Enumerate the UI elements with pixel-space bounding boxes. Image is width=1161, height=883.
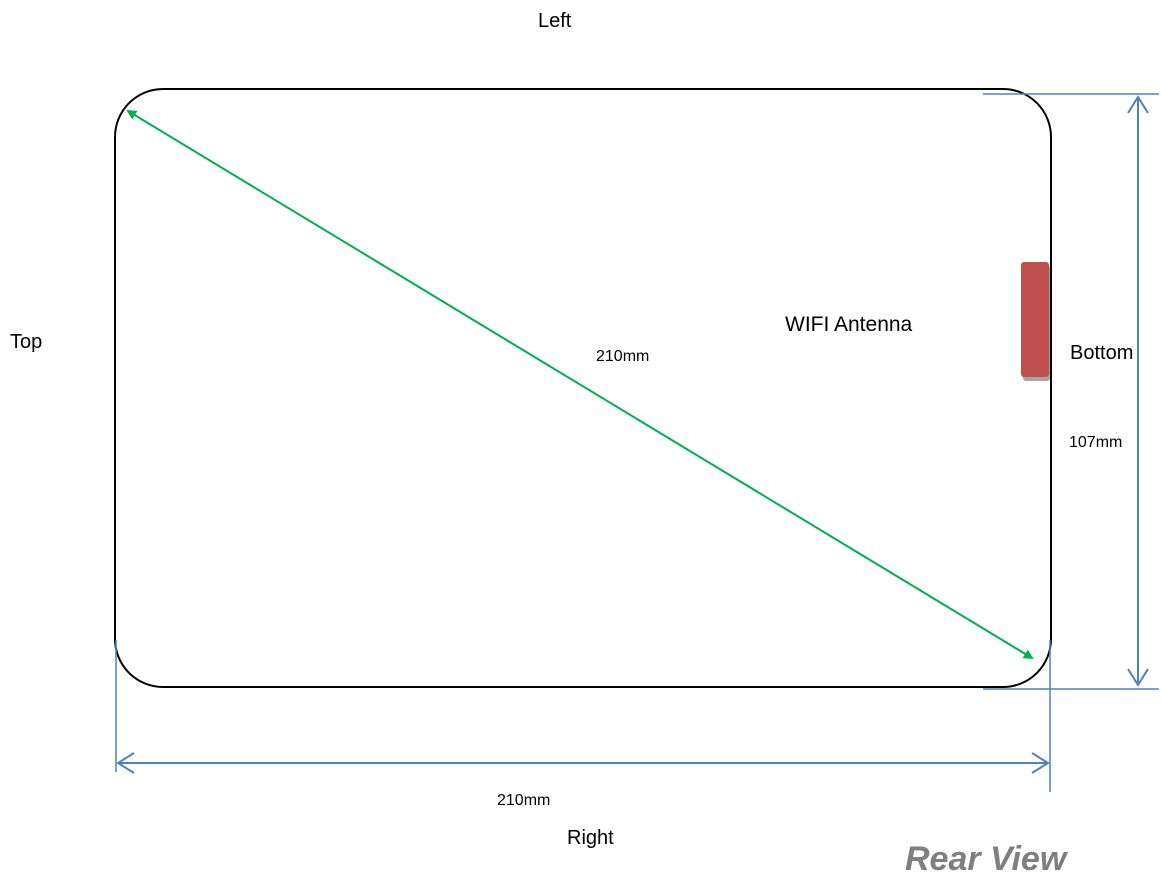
label-right: Right: [567, 828, 614, 848]
label-bottom: Bottom: [1070, 343, 1133, 363]
label-diagonal-dimension: 210mm: [596, 349, 649, 365]
label-top: Top: [10, 332, 42, 352]
label-left: Left: [538, 11, 571, 31]
label-height-dimension: 107mm: [1069, 435, 1122, 451]
device-outline: [115, 89, 1051, 687]
label-wifi-antenna: WIFI Antenna: [785, 314, 912, 335]
diagonal-arrow: [128, 111, 1032, 658]
label-width-dimension: 210mm: [497, 793, 550, 809]
view-title: Rear View: [905, 842, 1066, 876]
antenna-block: [1021, 262, 1049, 377]
